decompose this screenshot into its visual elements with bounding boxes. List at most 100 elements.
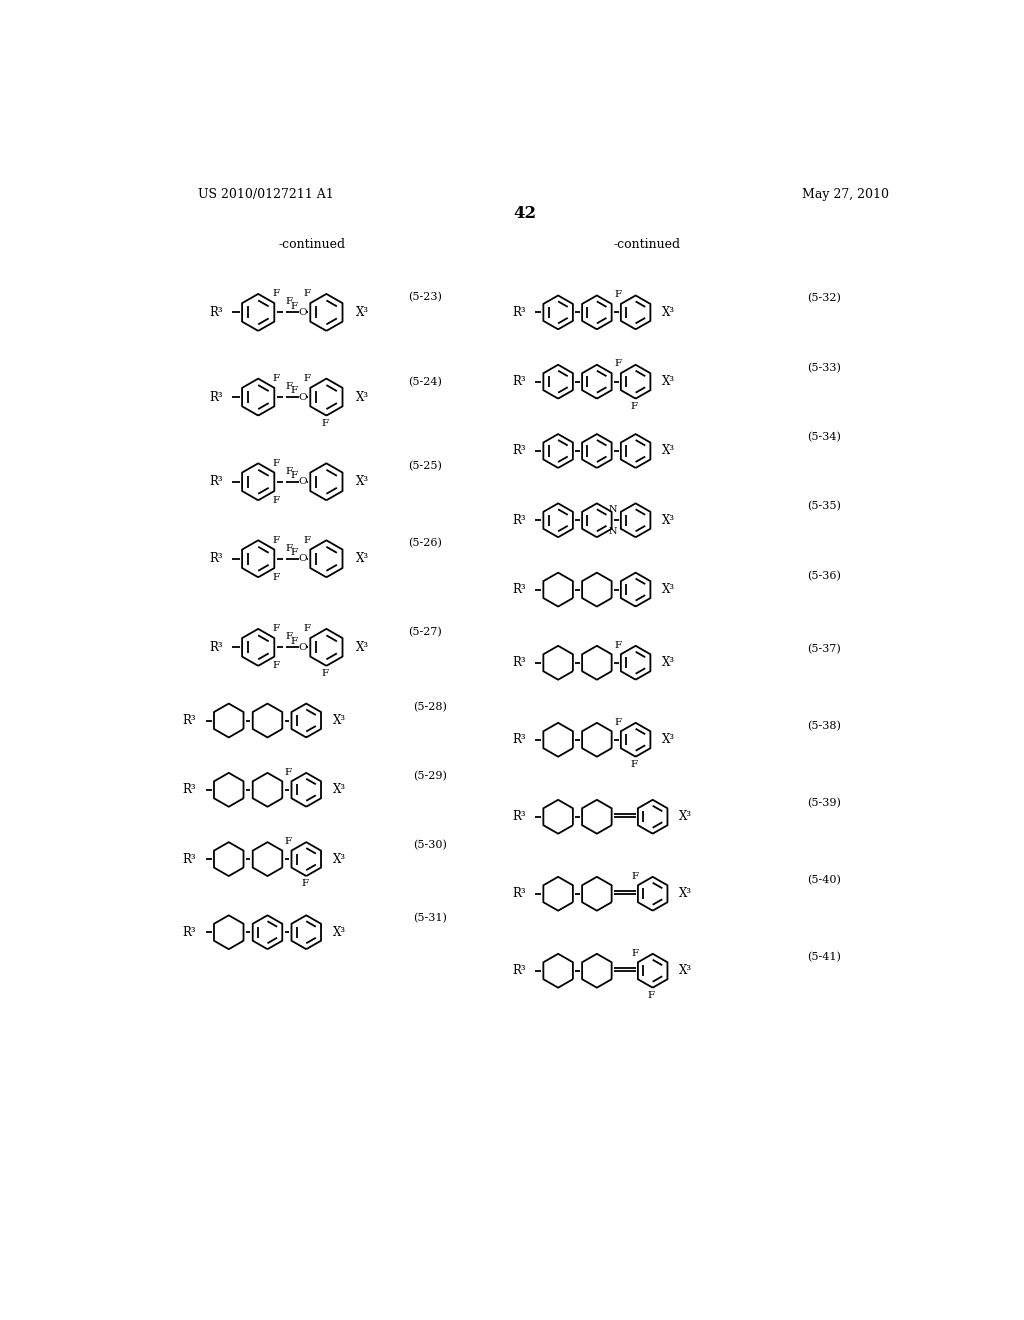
Text: X³: X³ [356,552,369,565]
Text: F: F [285,768,292,776]
Text: (5-41): (5-41) [807,952,841,962]
Text: R³: R³ [182,853,197,866]
Text: (5-28): (5-28) [414,701,447,711]
Text: X³: X³ [356,475,369,488]
Text: R³: R³ [182,714,197,727]
Text: N: N [609,527,617,536]
Text: R³: R³ [512,810,525,824]
Text: R³: R³ [512,583,525,597]
Text: F: F [304,536,310,545]
Text: X³: X³ [333,783,346,796]
Text: F: F [631,760,638,768]
Text: (5-39): (5-39) [807,797,841,808]
Text: X³: X³ [356,306,369,319]
Text: (5-27): (5-27) [409,627,442,638]
Text: F: F [631,871,638,880]
Text: (5-24): (5-24) [408,376,442,387]
Text: F: F [631,949,638,957]
Text: (5-25): (5-25) [408,461,442,471]
Text: F: F [304,624,310,634]
Text: R³: R³ [209,475,222,488]
Text: F: F [286,466,293,475]
Text: R³: R³ [512,445,525,458]
Text: F: F [614,718,622,726]
Text: X³: X³ [679,964,692,977]
Text: X³: X³ [662,306,675,319]
Text: F: F [272,374,280,383]
Text: (5-34): (5-34) [807,432,841,442]
Text: F: F [322,418,329,428]
Text: F: F [322,669,329,678]
Text: F: F [272,496,280,504]
Text: F: F [290,387,297,396]
Text: R³: R³ [209,552,222,565]
Text: R³: R³ [209,306,222,319]
Text: (5-32): (5-32) [807,293,841,304]
Text: -continued: -continued [279,238,345,251]
Text: F: F [647,991,654,999]
Text: F: F [286,297,293,306]
Text: R³: R³ [512,656,525,669]
Text: F: F [272,573,280,582]
Text: X³: X³ [356,391,369,404]
Text: X³: X³ [679,887,692,900]
Text: (5-23): (5-23) [408,292,442,302]
Text: -continued: -continued [613,238,681,251]
Text: O: O [299,308,307,317]
Text: R³: R³ [512,375,525,388]
Text: R³: R³ [182,783,197,796]
Text: X³: X³ [333,853,346,866]
Text: F: F [286,381,293,391]
Text: F: F [614,290,622,300]
Text: (5-33): (5-33) [807,363,841,374]
Text: X³: X³ [333,925,346,939]
Text: X³: X³ [333,714,346,727]
Text: F: F [272,536,280,545]
Text: R³: R³ [512,306,525,319]
Text: (5-29): (5-29) [414,771,447,781]
Text: X³: X³ [662,445,675,458]
Text: R³: R³ [209,640,222,653]
Text: F: F [290,302,297,310]
Text: (5-26): (5-26) [408,539,442,549]
Text: R³: R³ [512,887,525,900]
Text: R³: R³ [512,733,525,746]
Text: N: N [609,506,617,513]
Text: (5-31): (5-31) [414,913,447,924]
Text: F: F [272,624,280,634]
Text: F: F [290,471,297,480]
Text: F: F [272,459,280,467]
Text: O: O [299,554,307,564]
Text: (5-38): (5-38) [807,721,841,731]
Text: (5-35): (5-35) [807,502,841,512]
Text: F: F [301,879,308,888]
Text: (5-30): (5-30) [414,840,447,850]
Text: F: F [304,374,310,383]
Text: F: F [285,837,292,846]
Text: F: F [290,548,297,557]
Text: O: O [299,478,307,486]
Text: F: F [631,401,638,411]
Text: X³: X³ [356,640,369,653]
Text: F: F [614,359,622,368]
Text: X³: X³ [662,733,675,746]
Text: X³: X³ [662,656,675,669]
Text: X³: X³ [679,810,692,824]
Text: X³: X³ [662,375,675,388]
Text: F: F [272,661,280,671]
Text: F: F [286,632,293,642]
Text: (5-40): (5-40) [807,875,841,884]
Text: R³: R³ [182,925,197,939]
Text: X³: X³ [662,513,675,527]
Text: 42: 42 [513,206,537,222]
Text: F: F [272,289,280,298]
Text: R³: R³ [512,964,525,977]
Text: X³: X³ [662,583,675,597]
Text: US 2010/0127211 A1: US 2010/0127211 A1 [198,187,334,201]
Text: F: F [290,636,297,645]
Text: F: F [614,640,622,649]
Text: (5-37): (5-37) [807,644,841,653]
Text: R³: R³ [512,513,525,527]
Text: F: F [304,289,310,298]
Text: O: O [299,643,307,652]
